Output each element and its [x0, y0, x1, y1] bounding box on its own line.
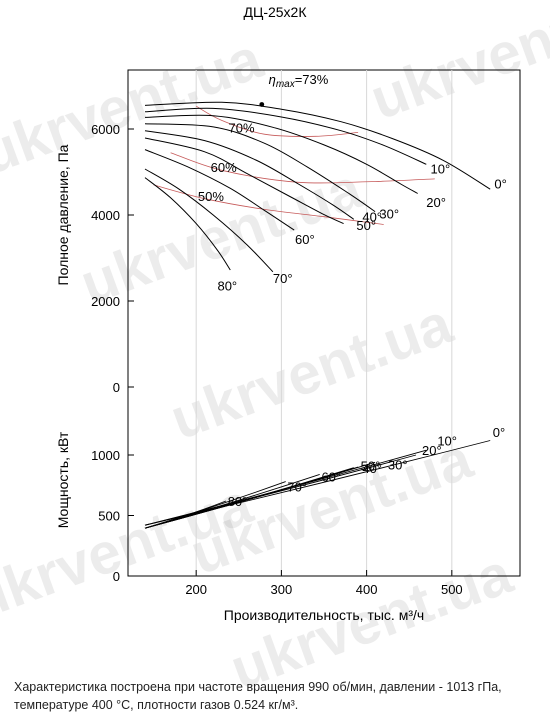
tick-labels: 200 300 400 500 0 2000 4000 6000 0 500 1000 — [91, 122, 463, 597]
x-tick-label: 400 — [356, 582, 378, 597]
grid — [195, 70, 453, 576]
pressure-curve-3 — [144, 123, 376, 213]
pressure-curve-2 — [144, 114, 418, 194]
power-curve-label: 40° — [362, 461, 382, 476]
pressure-axis-label: Полное давление, Па — [55, 144, 71, 285]
pressure-curve-1 — [144, 107, 427, 165]
pressure-y-tick-label: 4000 — [91, 208, 120, 223]
power-axis-label: Мощность, кВт — [55, 431, 71, 528]
efficiency-label: 60% — [211, 160, 237, 175]
efficiency-curve-50pct — [153, 184, 384, 225]
power-curve-8 — [144, 500, 227, 529]
power-curve-label: 10° — [437, 433, 457, 448]
power-curve-label: 70° — [287, 479, 307, 494]
power-y-tick-label: 1000 — [91, 448, 120, 463]
chart-title: ДЦ-25x2К — [243, 4, 307, 20]
power-curve-label: 50° — [361, 459, 381, 474]
eta-max-point — [259, 102, 265, 107]
power-curve-label: 30° — [388, 458, 408, 473]
efficiency-label: 50% — [198, 189, 224, 204]
pressure-curve-label: 20° — [426, 195, 446, 210]
power-y-tick-label: 500 — [98, 509, 120, 524]
power-curve-label: 20° — [422, 443, 442, 458]
pressure-curve-label: 0° — [494, 176, 506, 191]
pressure-curve-label: 30° — [379, 206, 399, 221]
pressure-curves: 0° 10° 20° 30°40°50° 60° 70° 80° — [144, 101, 507, 294]
efficiency-label: 70% — [229, 120, 255, 135]
efficiency-curve-60pct — [170, 152, 435, 184]
power-curve-label: 0° — [493, 425, 505, 440]
eta-max-label: ηmax=73% — [269, 72, 329, 90]
pressure-curve-label: 10° — [431, 162, 451, 177]
pressure-curve-label: 40° — [362, 209, 382, 224]
pressure-curve-label: 70° — [273, 271, 293, 286]
power-curve-2 — [144, 454, 417, 526]
power-curve-label: 80° — [228, 494, 248, 509]
pressure-y-tick-label: 2000 — [91, 294, 120, 309]
pressure-curve-5 — [144, 137, 344, 225]
plot-frame — [127, 69, 521, 577]
pressure-curve-7 — [144, 168, 274, 273]
x-axis-label: Производительность, тыс. м³/ч — [224, 607, 424, 623]
annotations: ηmax=73% — [259, 72, 329, 107]
watermark-text: ukrvent.ua — [162, 291, 461, 453]
x-tick-label: 200 — [185, 582, 207, 597]
pressure-y-tick-label: 0 — [113, 380, 120, 395]
power-curves: 0° 10°20° 30° 40°50° 60° 70° 80° — [144, 425, 505, 529]
power-curve-0 — [144, 440, 491, 526]
pressure-curve-0 — [144, 101, 491, 190]
pressure-curve-8 — [144, 177, 231, 271]
watermark-text: ukrvent.ua — [362, 0, 550, 132]
pressure-curve-label: 80° — [217, 279, 237, 294]
power-curve-label: 60° — [321, 470, 341, 485]
x-tick-label: 500 — [441, 582, 463, 597]
pressure-curve-6 — [144, 149, 295, 231]
power-y-tick-label: 0 — [113, 569, 120, 584]
x-tick-label: 300 — [271, 582, 293, 597]
efficiency-curve-70pct — [196, 105, 359, 137]
pressure-curve-label: 50° — [356, 218, 376, 233]
pressure-curve-label: 60° — [295, 232, 315, 247]
footnote: Характеристика построена при частоте вра… — [14, 680, 502, 712]
pressure-curve-4 — [144, 130, 355, 220]
pressure-y-tick-label: 6000 — [91, 122, 120, 137]
